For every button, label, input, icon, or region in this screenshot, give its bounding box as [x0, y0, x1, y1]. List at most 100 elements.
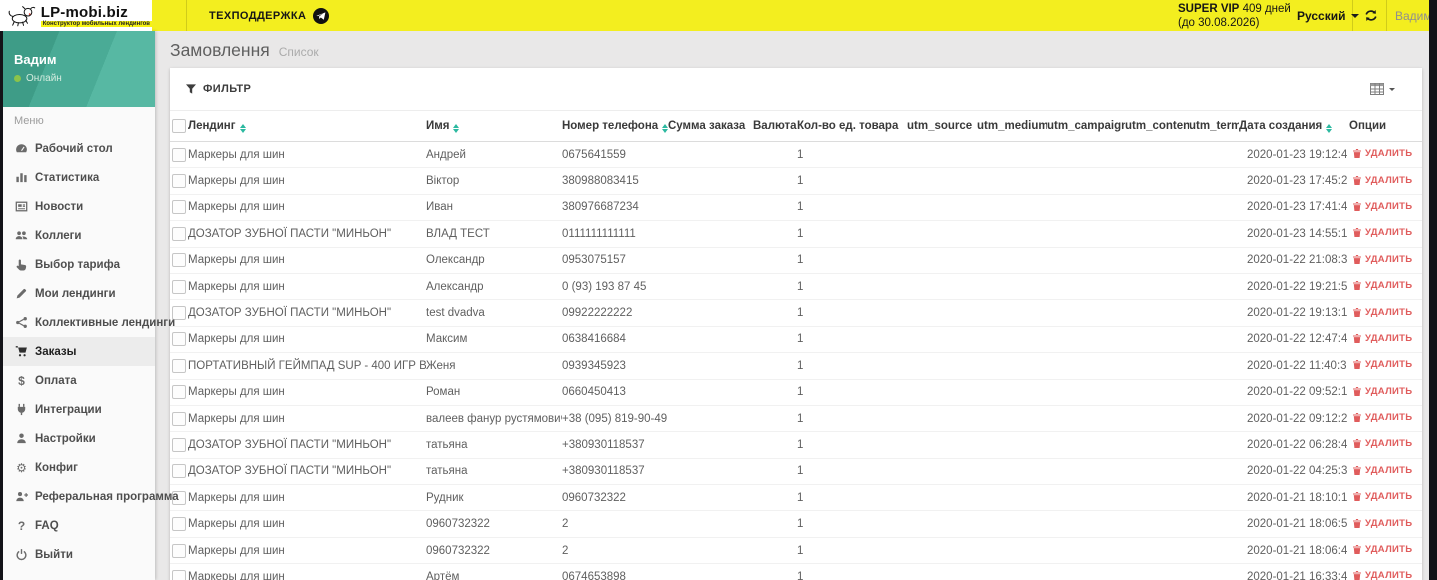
- delete-button[interactable]: УДАЛИТЬ: [1353, 254, 1412, 265]
- cell-currency: [753, 379, 797, 406]
- sidebar-item-colleagues[interactable]: Коллеги: [0, 221, 155, 250]
- cell-utm-term: [1189, 537, 1239, 565]
- cell-utm-content: [1125, 141, 1189, 169]
- cell-created: 2020-01-21 18:10:16: [1239, 484, 1347, 512]
- sidebar-item-logout[interactable]: Выйти: [0, 540, 155, 569]
- row-checkbox[interactable]: [172, 226, 186, 241]
- row-checkbox[interactable]: [172, 464, 186, 479]
- sort-icon[interactable]: [239, 123, 246, 133]
- sidebar-item-settings[interactable]: Настройки: [0, 424, 155, 453]
- trash-icon: [1353, 545, 1361, 555]
- delete-button[interactable]: УДАЛИТЬ: [1353, 175, 1412, 186]
- topbar-username[interactable]: Вадим: [1395, 8, 1432, 23]
- support-link[interactable]: ТЕХПОДДЕРЖКА: [209, 0, 330, 31]
- row-checkbox[interactable]: [172, 543, 186, 558]
- row-checkbox[interactable]: [172, 490, 186, 505]
- delete-button[interactable]: УДАЛИТЬ: [1353, 412, 1412, 423]
- delete-button[interactable]: УДАЛИТЬ: [1353, 570, 1412, 580]
- cell-order-sum: [668, 167, 753, 195]
- language-label: Русский: [1297, 8, 1346, 23]
- sidebar-item-my-landings[interactable]: Мои лендинги: [0, 279, 155, 308]
- column-label: Кол-во ед. товара: [797, 120, 899, 132]
- column-header-created[interactable]: Дата создания: [1239, 110, 1347, 142]
- row-checkbox[interactable]: [172, 147, 186, 162]
- logo[interactable]: LP-mobi.biz Конструктор мобильных лендин…: [0, 0, 152, 31]
- row-checkbox[interactable]: [172, 306, 186, 321]
- row-checkbox[interactable]: [172, 332, 186, 347]
- sidebar-item-dashboard[interactable]: Рабочий стол: [0, 134, 155, 163]
- cell-utm-content: [1125, 352, 1189, 380]
- delete-button[interactable]: УДАЛИТЬ: [1353, 518, 1412, 529]
- delete-button[interactable]: УДАЛИТЬ: [1353, 307, 1412, 318]
- delete-button[interactable]: УДАЛИТЬ: [1353, 491, 1412, 502]
- sidebar-item-referral[interactable]: Реферальная программа: [0, 482, 179, 511]
- orders-table: Лендинг Имя Номер телефона Сумма заказа Валю…: [170, 110, 1422, 580]
- sidebar-item-orders[interactable]: Заказы: [0, 337, 155, 366]
- row-checkbox[interactable]: [172, 279, 186, 294]
- column-header-phone[interactable]: Номер телефона: [562, 110, 668, 142]
- cell-created: 2020-01-21 18:06:50: [1239, 510, 1347, 538]
- cell-qty: 1: [797, 379, 907, 406]
- support-label: ТЕХПОДДЕРЖКА: [209, 9, 307, 22]
- telegram-icon: [313, 7, 330, 24]
- delete-button[interactable]: УДАЛИТЬ: [1353, 359, 1412, 370]
- sort-icon[interactable]: [1326, 123, 1333, 133]
- top-bar: SUPER VIP 409 дней (до 30.08.2026) Русск…: [0, 0, 1437, 31]
- cell-order-sum: [668, 537, 753, 565]
- delete-button[interactable]: УДАЛИТЬ: [1353, 438, 1412, 449]
- refresh-button[interactable]: [1358, 0, 1384, 31]
- delete-button[interactable]: УДАЛИТЬ: [1353, 544, 1412, 555]
- sidebar-item-label: Выбор тарифа: [35, 258, 121, 271]
- row-checkbox[interactable]: [172, 200, 186, 215]
- sidebar-item-tariff[interactable]: Выбор тарифа: [0, 250, 155, 279]
- language-selector[interactable]: Русский: [1297, 0, 1359, 31]
- row-checkbox[interactable]: [172, 174, 186, 189]
- cell-utm-term: [1189, 510, 1239, 538]
- delete-button[interactable]: УДАЛИТЬ: [1353, 201, 1412, 212]
- sidebar-item-news[interactable]: Новости: [0, 192, 155, 221]
- delete-button[interactable]: УДАЛИТЬ: [1353, 227, 1412, 238]
- row-checkbox[interactable]: [172, 517, 186, 532]
- column-header-landing[interactable]: Лендинг: [188, 110, 426, 142]
- select-all-checkbox[interactable]: [172, 119, 186, 133]
- row-checkbox[interactable]: [172, 437, 186, 452]
- sidebar-item-config[interactable]: ⚙ Конфиг: [0, 453, 155, 482]
- row-checkbox[interactable]: [172, 411, 186, 426]
- sidebar-item-statistics[interactable]: Статистика: [0, 163, 155, 192]
- delete-label: УДАЛИТЬ: [1365, 227, 1413, 239]
- column-visibility-button[interactable]: [1370, 83, 1395, 95]
- delete-button[interactable]: УДАЛИТЬ: [1353, 465, 1412, 476]
- row-checkbox[interactable]: [172, 569, 186, 580]
- row-checkbox[interactable]: [172, 385, 186, 400]
- sort-icon[interactable]: [453, 123, 460, 133]
- sidebar-item-integrations[interactable]: Интеграции: [0, 395, 155, 424]
- delete-button[interactable]: УДАЛИТЬ: [1353, 386, 1412, 397]
- sidebar-item-payment[interactable]: $ Оплата: [0, 366, 155, 395]
- cell-landing: ПОРТАТИВНЫЙ ГЕЙМПАД SUP - 400 ИГР В 1: [188, 352, 426, 380]
- filter-button[interactable]: ФИЛЬТР: [186, 83, 251, 95]
- cell-name: Рудник: [426, 484, 562, 512]
- cell-order-sum: [668, 194, 753, 222]
- delete-button[interactable]: УДАЛИТЬ: [1353, 148, 1412, 159]
- sidebar: Вадим Онлайн Меню Рабочий стол Статистик…: [0, 31, 179, 580]
- column-header-utm_term: utm_term: [1189, 110, 1239, 142]
- trash-icon: [1353, 571, 1361, 580]
- cell-utm-campaign: [1047, 220, 1125, 248]
- cell-utm-campaign: [1047, 405, 1125, 433]
- cell-utm-term: [1189, 484, 1239, 512]
- delete-button[interactable]: УДАЛИТЬ: [1353, 333, 1412, 344]
- plug-icon: [13, 403, 30, 416]
- row-checkbox[interactable]: [172, 358, 186, 373]
- cell-name: Иван: [426, 194, 562, 222]
- scrollbar-track[interactable]: [1429, 0, 1437, 580]
- column-header-utm_content: utm_content: [1125, 110, 1189, 142]
- row-checkbox[interactable]: [172, 253, 186, 268]
- cell-currency: [753, 352, 797, 380]
- sidebar-item-faq[interactable]: ? FAQ: [0, 511, 155, 540]
- column-header-name[interactable]: Имя: [426, 110, 562, 142]
- sort-icon[interactable]: [662, 123, 668, 133]
- cell-order-sum: [668, 431, 753, 459]
- delete-button[interactable]: УДАЛИТЬ: [1353, 280, 1412, 291]
- sidebar-item-collective-landings[interactable]: Коллективные лендинги: [0, 308, 175, 337]
